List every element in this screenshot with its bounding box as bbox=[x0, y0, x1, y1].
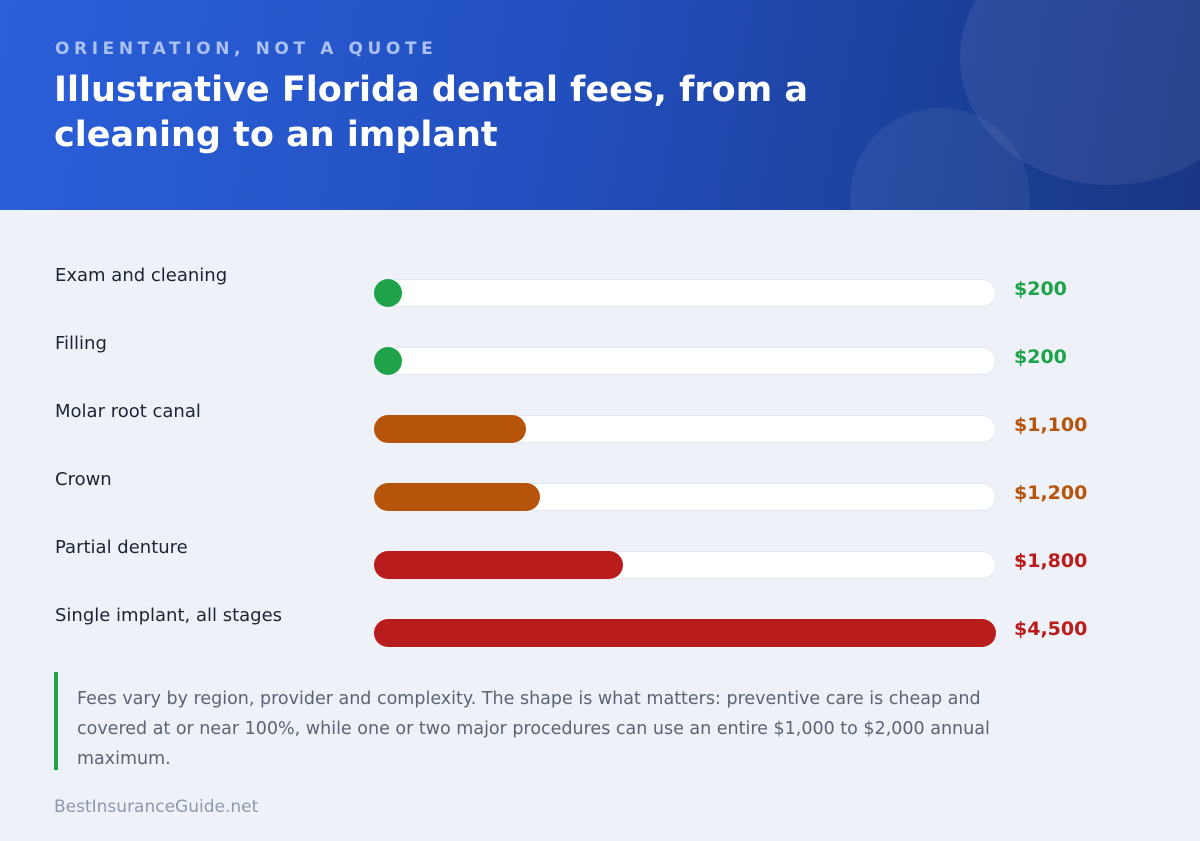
bar-row: Single implant, all stages $4,500 bbox=[0, 605, 1200, 647]
value-label: $1,800 bbox=[1014, 550, 1088, 572]
eyebrow-text: ORIENTATION, NOT A QUOTE bbox=[55, 39, 438, 59]
bar bbox=[374, 551, 623, 579]
bar-row: Partial denture $1,800 bbox=[0, 537, 1200, 579]
bar-row: Exam and cleaning $200 bbox=[0, 265, 1200, 307]
bar-track bbox=[374, 619, 996, 647]
bar-row: Filling $200 bbox=[0, 333, 1200, 375]
bar bbox=[374, 279, 402, 307]
footer-source: BestInsuranceGuide.net bbox=[54, 797, 259, 817]
value-label: $4,500 bbox=[1014, 618, 1088, 640]
category-label: Exam and cleaning bbox=[55, 265, 228, 286]
value-label: $1,100 bbox=[1014, 414, 1088, 436]
bar-track bbox=[374, 415, 996, 443]
bar bbox=[374, 619, 996, 647]
bar-track bbox=[374, 551, 996, 579]
bar-track bbox=[374, 483, 996, 511]
value-label: $200 bbox=[1014, 346, 1067, 368]
category-label: Single implant, all stages bbox=[55, 605, 283, 626]
note-text: Fees vary by region, provider and comple… bbox=[77, 689, 990, 769]
bar bbox=[374, 347, 402, 375]
bar bbox=[374, 483, 540, 511]
bar-track bbox=[374, 347, 996, 375]
category-label: Filling bbox=[55, 333, 107, 354]
bar-row: Molar root canal $1,100 bbox=[0, 401, 1200, 443]
chart-title: Illustrative Florida dental fees, from a… bbox=[54, 70, 808, 155]
category-label: Molar root canal bbox=[55, 401, 201, 422]
bar-track bbox=[374, 279, 996, 307]
bar bbox=[374, 415, 527, 443]
category-label: Partial denture bbox=[55, 537, 188, 558]
category-label: Crown bbox=[55, 469, 112, 490]
header-banner: ORIENTATION, NOT A QUOTE Illustrative Fl… bbox=[0, 0, 1200, 210]
note-callout: Fees vary by region, provider and comple… bbox=[54, 672, 1008, 770]
value-label: $1,200 bbox=[1014, 482, 1088, 504]
value-label: $200 bbox=[1014, 278, 1067, 300]
bar-row: Crown $1,200 bbox=[0, 469, 1200, 511]
